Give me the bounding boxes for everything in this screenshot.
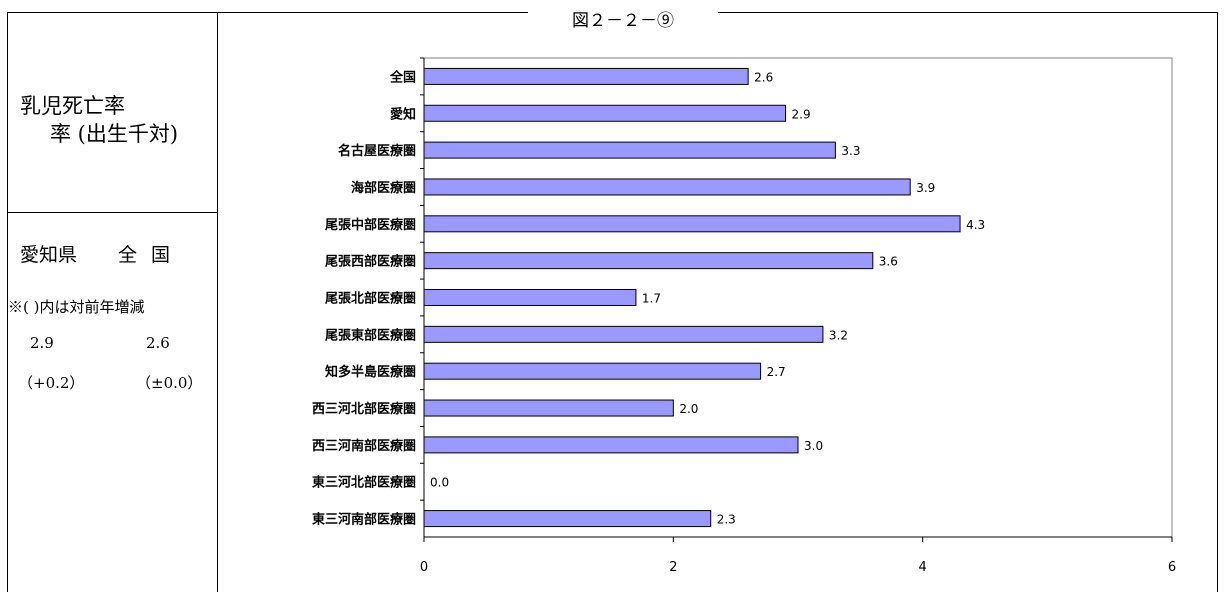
x-tick-label: 4 [919,560,927,575]
side-panel-title-line2: 率 (出生千対) [50,122,179,146]
frame-right-border [1217,12,1218,592]
category-label: 西三河北部医療圏 [312,401,416,417]
bar [423,510,712,528]
data-label: 2.0 [679,402,698,416]
bar [423,252,874,270]
category-label: 東三河北部医療圏 [312,475,416,491]
bar [423,215,961,233]
data-label: 2.3 [717,513,736,527]
x-tick-label: 6 [1168,560,1176,575]
data-label: 3.2 [829,328,848,342]
stats-heading-zenkoku: 全国 [118,244,185,266]
category-label: 西三河南部医療圏 [312,438,416,454]
bar [423,67,749,85]
stats-value-aichi: 2.9 [30,334,54,352]
category-label: 知多半島医療圏 [325,364,416,380]
x-tick-label: 0 [420,560,428,575]
side-panel-divider [217,12,218,592]
bar [423,436,799,454]
data-label: 4.3 [966,218,985,232]
bar [423,178,911,196]
category-label: 尾張西部医療圏 [325,254,416,270]
figure-caption: 図２－２－⑨ [528,8,718,34]
category-label: 尾張北部医療圏 [325,291,416,307]
category-label: 全国 [389,69,416,85]
side-panel-separator [7,212,217,213]
category-label: 尾張東部医療圏 [325,327,416,343]
data-label: 3.3 [841,144,860,158]
bar [423,399,674,417]
data-label: 0.0 [430,476,449,490]
category-label: 愛知 [390,106,416,122]
side-panel-title-line1: 乳児死亡率 [20,94,125,118]
data-label: 2.9 [792,107,811,121]
category-label: 尾張中部医療圏 [325,217,416,233]
data-label: 3.0 [804,439,823,453]
stats-change-zenkoku: （±0.0） [136,374,203,392]
data-label: 3.6 [879,255,898,269]
data-label: 1.7 [642,292,661,306]
bar [423,104,787,122]
stats-change-aichi: （+0.2） [18,374,85,392]
data-label: 3.9 [916,181,935,195]
frame-left-border [7,12,8,592]
stats-heading-aichi: 愛知県 [20,244,78,266]
data-label: 2.7 [767,365,786,379]
x-tick-label: 2 [669,560,677,575]
bar [423,141,836,159]
side-panel-title: 乳児死亡率 率 (出生千対) [20,92,178,148]
category-label: 海部医療圏 [351,180,416,196]
bar [423,289,637,306]
stats-value-zenkoku: 2.6 [146,334,170,352]
data-label: 2.6 [754,70,773,84]
category-label: 名古屋医療圏 [338,143,416,159]
bar [423,325,824,343]
bar [423,362,762,380]
stats-note: ※( )内は対前年増減 [8,298,145,316]
category-label: 東三河南部医療圏 [312,512,416,528]
